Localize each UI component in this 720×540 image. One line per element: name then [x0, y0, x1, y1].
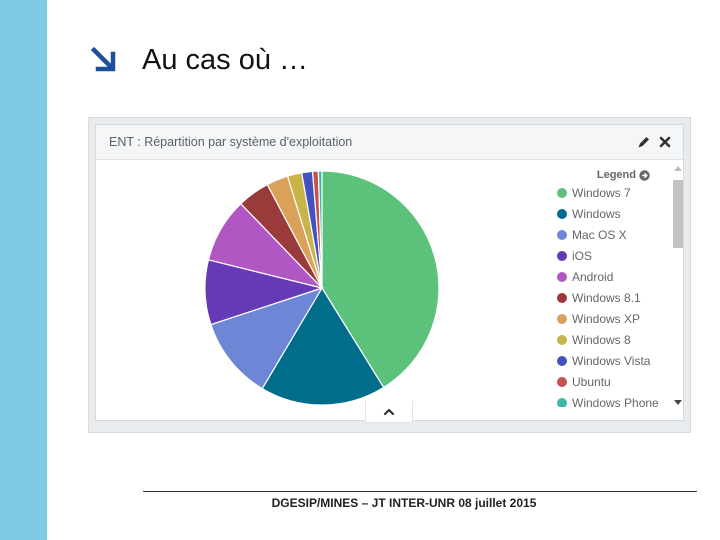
- legend-title[interactable]: Legend: [597, 169, 650, 181]
- legend-marker: [557, 208, 567, 219]
- legend-label: Mac OS X: [572, 227, 627, 242]
- legend-item[interactable]: Windows Vista: [546, 350, 666, 371]
- legend-item[interactable]: Mac OS X: [546, 224, 666, 245]
- legend-scrollbar[interactable]: [672, 166, 683, 406]
- chevron-up-icon: [383, 408, 395, 416]
- chart-legend: Legend Windows 7 Windows Mac OS X iOS Androi…: [546, 163, 666, 407]
- legend-title-label: Legend: [596, 169, 636, 181]
- legend-item[interactable]: Windows 8.1: [546, 287, 666, 308]
- legend-label: Android: [572, 269, 614, 284]
- scroll-up-icon[interactable]: [674, 166, 682, 171]
- pie-slice-windows[interactable]: [261, 286, 385, 406]
- legend-list: Windows 7 Windows Mac OS X iOS Android Window…: [546, 182, 666, 407]
- legend-marker: [557, 313, 567, 324]
- legend-label: iOS: [572, 248, 593, 263]
- legend-label: Windows 8: [572, 332, 631, 347]
- footer-divider: [143, 491, 697, 492]
- legend-marker: [557, 187, 567, 198]
- slide-title: Au cas où …: [142, 43, 309, 76]
- legend-marker: [557, 376, 567, 387]
- legend-item[interactable]: Windows Phone: [546, 392, 666, 407]
- arrow-circle-right-icon: [639, 169, 650, 181]
- widget-header: ENT : Répartition par système d'exploita…: [96, 125, 683, 160]
- legend-label: Ubuntu: [572, 374, 611, 389]
- legend-label: Windows 8.1: [572, 290, 641, 305]
- legend-label: Windows: [572, 206, 621, 221]
- left-accent-bar: [0, 0, 47, 540]
- legend-item[interactable]: Android: [546, 266, 666, 287]
- widget-title: ENT : Répartition par système d'exploita…: [109, 135, 353, 149]
- close-icon[interactable]: [658, 135, 672, 149]
- legend-marker: [557, 397, 567, 407]
- legend-label: Windows XP: [572, 311, 641, 326]
- slide-header: Au cas où …: [90, 40, 308, 80]
- legend-marker: [557, 229, 567, 240]
- legend-label: Windows Phone: [572, 395, 659, 408]
- legend-label: Windows Vista: [572, 353, 651, 368]
- legend-marker: [557, 355, 567, 366]
- legend-label: Windows 7: [572, 185, 631, 200]
- legend-marker: [557, 271, 567, 282]
- legend-item[interactable]: iOS: [546, 245, 666, 266]
- legend-item[interactable]: Windows: [546, 203, 666, 224]
- pie-slice-windows-phone[interactable]: [317, 170, 323, 289]
- legend-marker: [557, 334, 567, 345]
- pie-slice-windows-7[interactable]: [321, 170, 440, 389]
- legend-item[interactable]: Windows 8: [546, 329, 666, 350]
- pie-slice-mac-os-x[interactable]: [210, 286, 324, 390]
- chart-widget-frame: ENT : Répartition par système d'exploita…: [88, 117, 691, 433]
- legend-item[interactable]: Windows 7: [546, 182, 666, 203]
- footer-text: DGESIP/MINES – JT INTER-UNR 08 juillet 2…: [271, 496, 537, 510]
- legend-marker: [557, 250, 567, 261]
- pie-chart: [204, 170, 440, 406]
- collapse-button[interactable]: [365, 401, 413, 423]
- legend-item[interactable]: Ubuntu: [546, 371, 666, 392]
- legend-marker: [557, 292, 567, 303]
- arrow-down-right-icon: [90, 46, 116, 72]
- scroll-down-icon[interactable]: [674, 400, 682, 405]
- legend-item[interactable]: Windows XP: [546, 308, 666, 329]
- edit-icon[interactable]: [637, 135, 651, 149]
- chart-widget: ENT : Répartition par système d'exploita…: [95, 124, 684, 421]
- scroll-thumb[interactable]: [673, 180, 683, 248]
